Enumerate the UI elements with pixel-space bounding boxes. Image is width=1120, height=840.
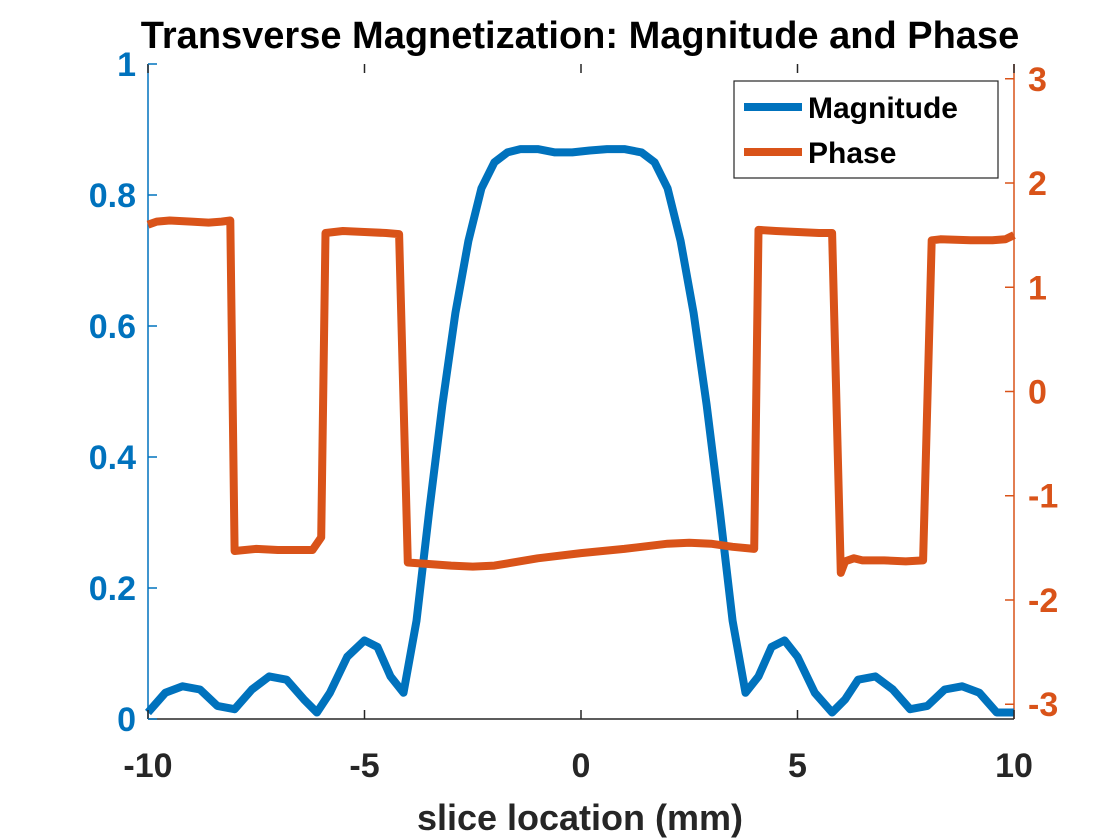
x-ticks: -10 -5 0 5 10 [123, 64, 1033, 785]
x-tick-label: 5 [788, 747, 807, 785]
y-right-tick-label: 3 [1028, 61, 1047, 99]
x-axis-label: slice location (mm) [417, 797, 743, 838]
y-left-tick-label: 0.6 [89, 308, 136, 346]
y-right-ticks: -3 -2 -1 0 1 2 3 [1005, 61, 1058, 724]
y-left-tick-label: 0 [117, 701, 136, 739]
y-left-ticks: 0 0.2 0.4 0.6 0.8 1 [89, 46, 157, 739]
y-right-tick-label: 1 [1028, 269, 1047, 307]
legend: Magnitude Phase [733, 80, 999, 179]
legend-box [733, 80, 999, 179]
chart-title: Transverse Magnetization: Magnitude and … [141, 15, 1019, 57]
y-left-tick-label: 0.8 [89, 177, 136, 215]
y-right-tick-label: -2 [1028, 582, 1058, 620]
y-right-tick-label: -3 [1028, 686, 1058, 724]
y-left-tick-label: 0.4 [89, 439, 136, 477]
y-left-tick-label: 0.2 [89, 570, 136, 608]
x-tick-label: 10 [995, 747, 1033, 785]
legend-label-phase: Phase [808, 137, 896, 170]
x-tick-label: 0 [572, 747, 591, 785]
y-right-tick-label: -1 [1028, 478, 1058, 516]
series-line-magnitude [144, 145, 1014, 717]
legend-label-magnitude: Magnitude [808, 92, 958, 125]
x-tick-label: -5 [349, 747, 379, 785]
series-line-phase [146, 216, 1016, 577]
y-left-tick-label: 1 [117, 46, 136, 84]
y-right-tick-label: 0 [1028, 374, 1047, 412]
x-tick-label: -10 [123, 747, 172, 785]
y-right-tick-label: 2 [1028, 165, 1047, 203]
series-layer [144, 145, 1016, 717]
